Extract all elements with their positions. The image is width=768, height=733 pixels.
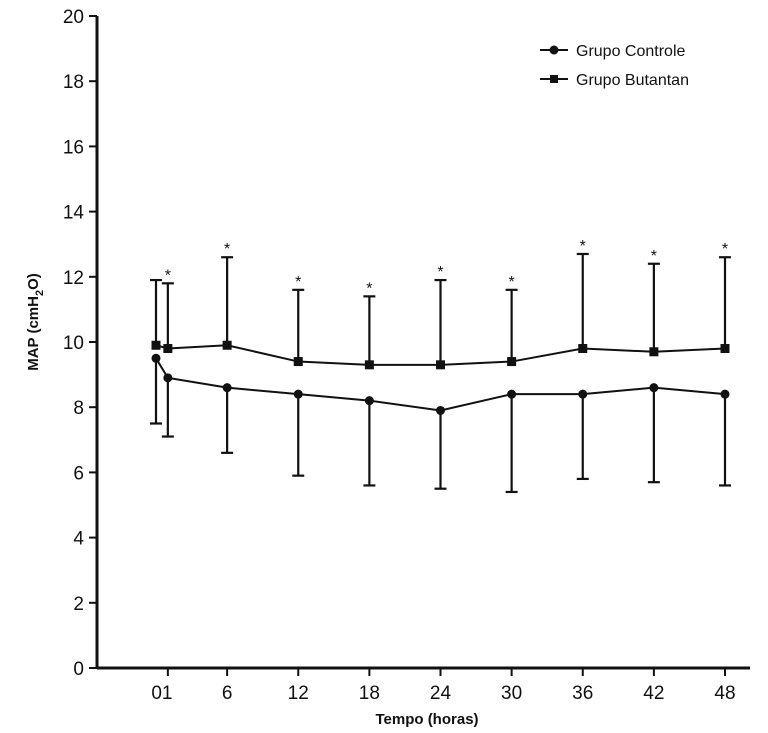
point-butantan [720, 344, 730, 354]
legend-label-controle: Grupo Controle [576, 43, 685, 60]
point-butantan [222, 340, 232, 350]
point-controle [222, 383, 232, 393]
point-butantan [649, 347, 659, 357]
point-butantan [163, 344, 173, 354]
point-controle [151, 353, 161, 363]
significance-star: * [366, 280, 372, 297]
y-tick-label: 6 [73, 463, 84, 484]
significance-star: * [224, 241, 230, 258]
significance-star: * [509, 274, 515, 291]
point-controle [163, 373, 173, 383]
point-controle [507, 389, 517, 399]
y-tick-label: 20 [63, 7, 84, 28]
x-tick-label: 24 [430, 683, 452, 704]
point-controle [720, 389, 730, 399]
point-butantan [364, 360, 374, 370]
y-tick-label: 4 [73, 529, 84, 550]
x-tick-label: 01 [151, 683, 172, 704]
y-tick-label: 18 [63, 72, 84, 93]
point-controle [436, 405, 445, 415]
legend: Grupo Controle Grupo Butantan [540, 43, 689, 89]
y-axis-title-main: MAP (cmH [25, 296, 42, 371]
point-butantan [507, 357, 517, 367]
point-butantan [293, 357, 303, 367]
y-tick-label: 2 [73, 594, 84, 615]
point-butantan [436, 360, 445, 370]
x-axis-title: Tempo (horas) [375, 711, 478, 728]
significance-star: * [437, 264, 443, 281]
y-axis: 0 2 4 6 8 10 12 14 16 18 20 [63, 7, 99, 680]
y-tick-label: 8 [73, 398, 84, 419]
y-tick-label: 10 [63, 333, 84, 354]
x-tick-label: 12 [288, 683, 309, 704]
y-axis-title-end: O) [25, 273, 42, 290]
y-tick-label: 12 [63, 268, 84, 289]
legend-circle-marker [549, 45, 559, 55]
x-tick-label: 6 [222, 683, 233, 704]
x-tick-label: 30 [501, 683, 522, 704]
legend-label-butantan: Grupo Butantan [576, 72, 689, 89]
significance-star: * [651, 248, 657, 265]
series-line-controle [155, 357, 726, 412]
y-tick-label: 16 [63, 137, 84, 158]
series-line-butantan [155, 344, 726, 366]
significance-star: * [295, 274, 301, 291]
legend-square-marker [550, 75, 558, 83]
x-axis: 01 6 12 18 24 30 36 42 48 [97, 666, 750, 704]
plot-area: * * * * * * * * * [150, 238, 731, 494]
legend-item-controle: Grupo Controle [540, 43, 685, 60]
y-axis-title: MAP (cmH2O) [25, 273, 46, 371]
y-tick-label: 0 [73, 659, 84, 680]
point-butantan [578, 344, 588, 354]
point-butantan [151, 340, 161, 350]
legend-item-butantan: Grupo Butantan [540, 72, 689, 89]
x-tick-label: 36 [572, 683, 593, 704]
point-controle [364, 396, 374, 406]
x-tick-label: 18 [359, 683, 380, 704]
point-controle [649, 383, 659, 393]
x-tick-label: 42 [643, 683, 664, 704]
significance-star: * [722, 241, 728, 258]
point-controle [578, 389, 588, 399]
x-tick-label: 48 [714, 683, 735, 704]
significance-star: * [580, 238, 586, 255]
significance-star: * [165, 267, 171, 284]
y-axis-title-sub: 2 [34, 290, 46, 296]
point-controle [293, 389, 303, 399]
y-tick-label: 14 [63, 203, 85, 224]
